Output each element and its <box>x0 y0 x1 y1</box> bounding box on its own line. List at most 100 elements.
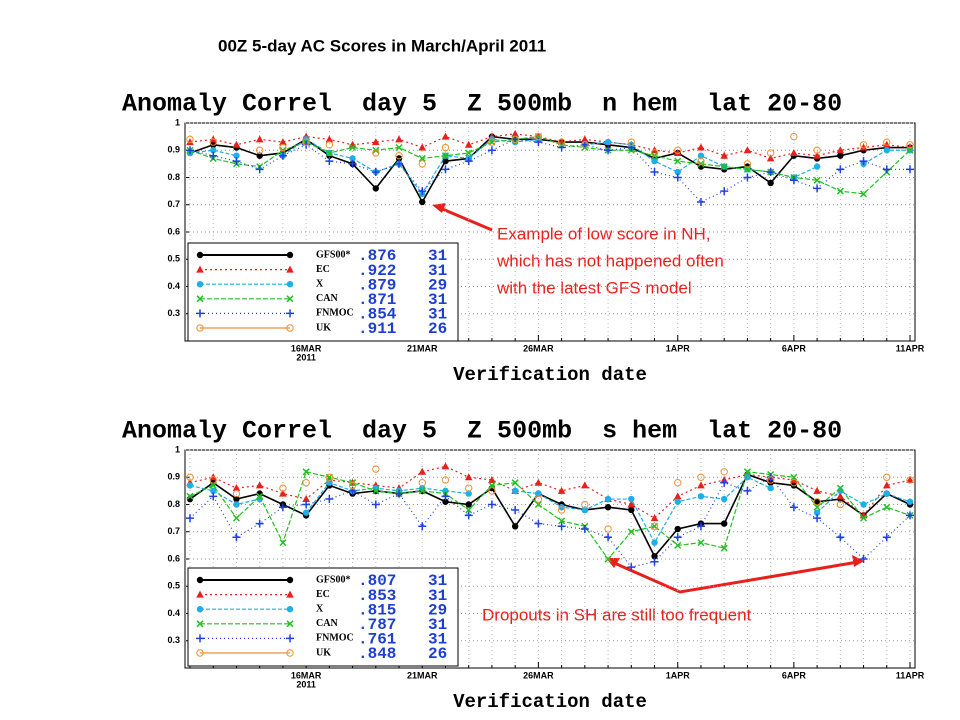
y-tick-label: 0.7 <box>167 526 180 536</box>
y-tick-label: 0.3 <box>167 308 180 318</box>
data-point <box>233 495 240 503</box>
data-point <box>720 151 728 159</box>
series-line <box>189 133 911 160</box>
data-point <box>488 487 496 495</box>
x-tick-label: 26MAR <box>523 670 554 680</box>
data-point <box>883 490 890 497</box>
data-point <box>418 187 427 196</box>
data-point <box>441 476 450 484</box>
data-point <box>534 500 542 509</box>
legend-name: FNMOC <box>316 308 354 319</box>
data-point <box>464 140 473 148</box>
data-point <box>906 511 914 520</box>
data-point <box>860 514 868 522</box>
data-point <box>581 481 589 489</box>
y-tick-label: 0.8 <box>167 172 180 182</box>
data-point <box>418 154 426 162</box>
data-point <box>859 141 868 149</box>
data-point <box>186 473 194 481</box>
series-line <box>189 473 911 558</box>
data-point <box>209 492 218 501</box>
legend-marker <box>196 295 204 303</box>
data-point <box>604 525 612 533</box>
data-point <box>673 533 682 542</box>
data-point <box>233 152 240 159</box>
legend-name: FNMOC <box>316 633 354 644</box>
data-point <box>349 143 357 152</box>
x-tick-label: 11APR <box>896 670 925 680</box>
data-point <box>697 493 705 500</box>
data-point <box>813 509 821 516</box>
legend-marker <box>286 590 294 598</box>
legend-score: .876 <box>358 247 396 265</box>
data-point <box>209 476 217 484</box>
data-point <box>766 149 775 157</box>
data-point <box>326 479 333 486</box>
data-point <box>302 138 310 146</box>
data-point <box>790 132 798 141</box>
y-tick-label: 0.4 <box>167 608 180 618</box>
legend-score: .854 <box>358 306 397 324</box>
data-point <box>302 500 311 509</box>
data-point <box>395 135 403 143</box>
data-point <box>813 514 822 523</box>
data-point <box>209 138 217 146</box>
legend: GFS00* .807 31 EC .853 31 X .815 29 CAN .787 31 FNMO… <box>187 567 459 667</box>
legend-box <box>187 242 459 342</box>
series-line <box>189 138 910 195</box>
data-point <box>650 522 659 530</box>
data-point <box>743 173 752 182</box>
legend-box <box>187 567 459 667</box>
data-point <box>580 525 589 534</box>
data-point <box>673 148 682 156</box>
legend-name: UK <box>316 647 331 658</box>
sh-annotation: Dropouts in SH are still too frequent <box>482 555 864 624</box>
data-point <box>511 487 519 495</box>
data-point <box>488 138 496 146</box>
legend-name: EC <box>316 589 330 600</box>
x-tick-label: 6APR <box>782 343 807 353</box>
data-point <box>766 476 775 484</box>
data-point <box>743 165 751 173</box>
x-tick-label: 1APR <box>666 343 691 353</box>
legend-marker <box>286 576 294 584</box>
data-point <box>882 481 891 489</box>
data-point <box>487 146 496 155</box>
legend-marker <box>196 649 204 657</box>
data-point <box>882 140 891 148</box>
legend-marker <box>196 620 204 628</box>
data-point <box>697 157 705 165</box>
data-point <box>325 149 333 157</box>
series-line <box>189 135 910 204</box>
data-point <box>418 479 426 487</box>
data-point <box>674 498 681 505</box>
data-point <box>441 165 450 174</box>
data-point <box>650 557 659 566</box>
data-point <box>581 500 589 509</box>
data-point <box>767 484 774 492</box>
data-point <box>232 533 241 542</box>
data-point <box>604 495 612 503</box>
data-point <box>325 157 334 166</box>
legend-count: 31 <box>428 572 447 590</box>
data-point <box>883 503 891 511</box>
data-point <box>441 132 450 140</box>
legend-marker <box>196 265 204 273</box>
legend-marker <box>286 265 294 273</box>
data-point <box>673 492 682 500</box>
legend-marker <box>196 251 204 259</box>
legend-count: 31 <box>428 247 447 265</box>
legend-count: 31 <box>428 306 447 324</box>
data-point <box>534 519 543 528</box>
data-point <box>883 138 891 146</box>
legend-count: 31 <box>428 291 447 309</box>
data-point <box>628 506 635 514</box>
data-point <box>674 525 681 533</box>
y-tick-label: 0.5 <box>167 581 180 591</box>
legend-count: 26 <box>428 645 447 663</box>
chart-title: Anomaly Correl day 5 Z 500mb n hem lat 2… <box>122 90 842 119</box>
data-point <box>302 479 310 487</box>
x-tick-label: 16MAR <box>291 670 322 680</box>
data-point <box>349 155 356 162</box>
data-point <box>186 514 194 523</box>
